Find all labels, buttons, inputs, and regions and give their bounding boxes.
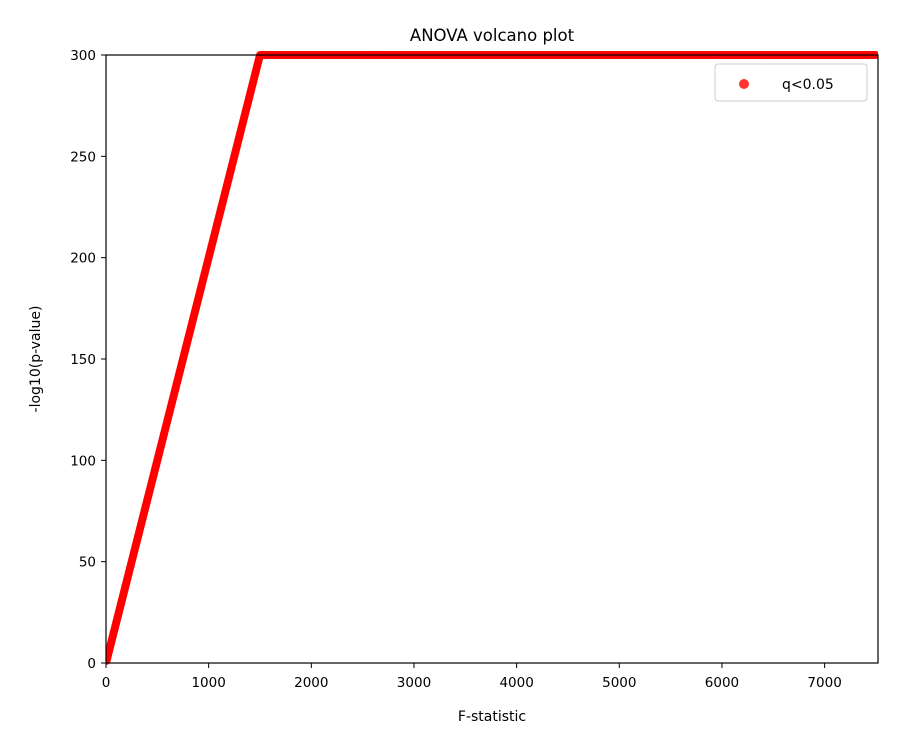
series-0 [106,51,878,665]
x-tick-label: 6000 [705,675,739,691]
x-tick-label: 1000 [191,675,225,691]
plot-area [106,51,878,665]
x-tick-label: 7000 [807,675,841,691]
y-tick-label: 250 [70,149,96,165]
plot-frame [105,54,879,664]
x-tick-label: 3000 [397,675,431,691]
y-tick-label: 100 [70,453,96,469]
y-axis-title: -log10(p-value) [28,306,44,413]
x-axis-title: F-statistic [458,709,526,725]
legend: q<0.05 [714,63,868,102]
y-axis-ticks: 0 50 100 150 200 250 300 [70,48,106,672]
chart-title: ANOVA volcano plot [410,26,575,45]
y-tick-label: 50 [79,555,96,571]
legend-label: q<0.05 [782,77,834,93]
x-tick-label: 4000 [499,675,533,691]
legend-marker-icon [739,79,749,89]
y-tick-label: 300 [70,48,96,64]
legend-box [714,63,868,102]
x-tick-label: 2000 [294,675,328,691]
y-tick-label: 0 [87,656,96,672]
x-tick-label: 0 [102,675,111,691]
y-tick-label: 200 [70,251,96,267]
x-axis-ticks: 0 1000 2000 3000 4000 5000 6000 7000 [102,663,842,691]
x-tick-label: 5000 [602,675,636,691]
y-tick-label: 150 [70,352,96,368]
